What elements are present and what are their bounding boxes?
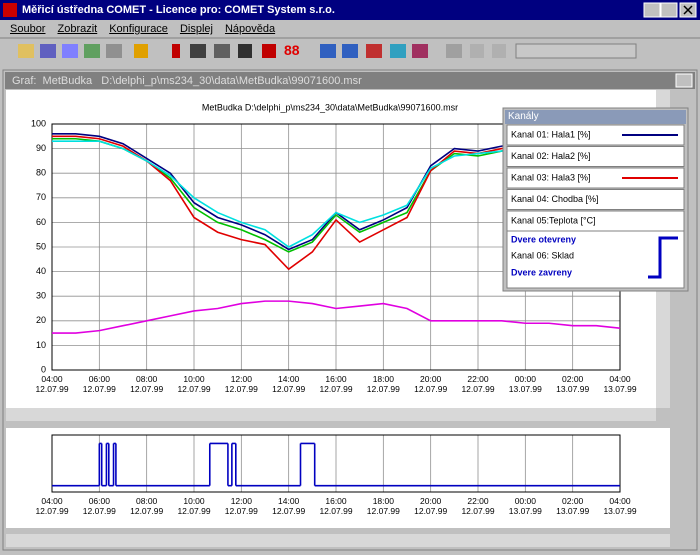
x-tick-label: 12:00 12.07.99	[224, 374, 258, 394]
x-tick-label: 00:00 13.07.99	[508, 374, 542, 394]
menu-item[interactable]: Soubor	[10, 23, 46, 35]
x-tick-label: 00:00 13.07.99	[508, 496, 542, 516]
x-tick-label: 10:00 12.07.99	[177, 374, 211, 394]
y-tick-label: 30	[36, 291, 46, 301]
tool-chart[interactable]	[446, 44, 462, 58]
tool-exit[interactable]	[134, 44, 148, 58]
legend-label: Kanal 02: Hala2 [%]	[511, 151, 591, 161]
bottom-scrollbar[interactable]	[6, 534, 670, 547]
x-tick-label: 16:00 12.07.99	[319, 496, 353, 516]
y-tick-label: 0	[41, 364, 46, 374]
tool-save[interactable]	[40, 44, 56, 58]
graph-window-title: Graf: MetBudka D:\delphi_p\ms234_30\data…	[12, 75, 362, 87]
y-tick-label: 90	[36, 143, 46, 153]
window-title: Měřicí ústředna COMET - Licence pro: COM…	[22, 4, 335, 16]
menu-item[interactable]: Displej	[179, 23, 213, 35]
x-tick-label: 02:00 13.07.99	[556, 496, 590, 516]
tool-settings[interactable]	[412, 44, 428, 58]
maximize-button[interactable]	[660, 2, 678, 18]
x-tick-label: 04:00 13.07.99	[603, 374, 637, 394]
x-tick-label: 20:00 12.07.99	[414, 496, 448, 516]
y-tick-label: 80	[36, 168, 46, 178]
x-tick-label: 14:00 12.07.99	[272, 374, 306, 394]
legend-row	[506, 124, 685, 146]
tool-zoom-out[interactable]	[342, 44, 358, 58]
tool-down[interactable]	[492, 44, 506, 58]
menu-item[interactable]: Konfigurace	[109, 23, 168, 35]
legend-row	[506, 146, 685, 167]
x-tick-label: 16:00 12.07.99	[319, 374, 353, 394]
x-tick-label: 22:00 12.07.99	[461, 374, 495, 394]
tool-info[interactable]	[172, 44, 180, 58]
x-tick-label: 06:00 12.07.99	[82, 496, 116, 516]
window-buttons	[643, 2, 697, 18]
tool-up[interactable]	[470, 44, 484, 58]
x-tick-label: 14:00 12.07.99	[272, 496, 306, 516]
plot-frame	[51, 434, 621, 493]
tool-print[interactable]	[106, 44, 122, 58]
toolbar-field[interactable]	[515, 43, 637, 59]
legend-title-bar	[505, 110, 686, 124]
tool-colors[interactable]	[390, 44, 406, 58]
legend-row	[506, 189, 685, 210]
title-bar	[0, 0, 700, 20]
legend-row	[506, 167, 685, 189]
minimize-button[interactable]	[643, 2, 661, 18]
door-legend-symbol	[648, 236, 678, 279]
x-tick-label: 10:00 12.07.99	[177, 496, 211, 516]
legend-row	[506, 210, 685, 232]
app-icon	[3, 3, 17, 17]
x-tick-label: 20:00 12.07.99	[414, 374, 448, 394]
y-tick-label: 10	[36, 340, 46, 350]
horizontal-scrollbar[interactable]	[6, 408, 656, 421]
y-tick-label: 70	[36, 192, 46, 202]
legend-label: Kanal 06: Sklad	[511, 250, 574, 260]
y-tick-label: 40	[36, 266, 46, 276]
y-tick-label: 50	[36, 241, 46, 251]
graph-window-title-bar	[5, 72, 695, 89]
menu-item[interactable]: Nápověda	[224, 23, 276, 35]
toolbar	[18, 43, 637, 59]
legend-label: Kanal 05:Teplota [°C]	[511, 215, 596, 225]
y-tick-label: 100	[31, 118, 46, 128]
tool-zoom-in[interactable]	[320, 44, 336, 58]
x-tick-label: 22:00 12.07.99	[461, 496, 495, 516]
legend-label: Kanal 01: Hala1 [%]	[511, 129, 591, 139]
x-tick-label: 04:00 13.07.99	[603, 496, 637, 516]
graph-close-button[interactable]	[675, 73, 693, 88]
tool-delete[interactable]	[238, 44, 252, 58]
tool-open[interactable]	[18, 44, 34, 58]
x-tick-label: 18:00 12.07.99	[366, 496, 400, 516]
x-tick-label: 08:00 12.07.99	[130, 374, 164, 394]
chart-title: MetBudka D:\delphi_p\ms234_30\data\MetBu…	[202, 102, 458, 112]
tool-table[interactable]	[62, 44, 78, 58]
x-tick-label: 02:00 13.07.99	[556, 374, 590, 394]
toolbar-display: 88	[284, 42, 300, 58]
series-line	[52, 300, 621, 334]
legend-label: Kanal 03: Hala3 [%]	[511, 172, 591, 182]
legend-state-label: Dvere otevreny	[511, 234, 576, 244]
tool-alarm[interactable]	[262, 44, 276, 58]
tool-config[interactable]	[190, 44, 206, 58]
x-tick-label: 12:00 12.07.99	[224, 496, 258, 516]
tool-zoom-reset[interactable]	[366, 44, 382, 58]
x-tick-label: 08:00 12.07.99	[130, 496, 164, 516]
x-tick-label: 18:00 12.07.99	[366, 374, 400, 394]
legend-label: Kanal 04: Chodba [%]	[511, 194, 599, 204]
x-tick-label: 06:00 12.07.99	[82, 374, 116, 394]
menu-item[interactable]: Zobrazit	[57, 23, 98, 35]
y-tick-label: 20	[36, 315, 46, 325]
x-tick-label: 04:00 12.07.99	[35, 374, 69, 394]
tool-graph[interactable]	[84, 44, 100, 58]
legend-state-label: Dvere zavreny	[511, 267, 572, 277]
x-tick-label: 04:00 12.07.99	[35, 496, 69, 516]
legend-title: Kanály	[508, 111, 539, 122]
y-tick-label: 60	[36, 217, 46, 227]
tool-channels[interactable]	[214, 44, 230, 58]
